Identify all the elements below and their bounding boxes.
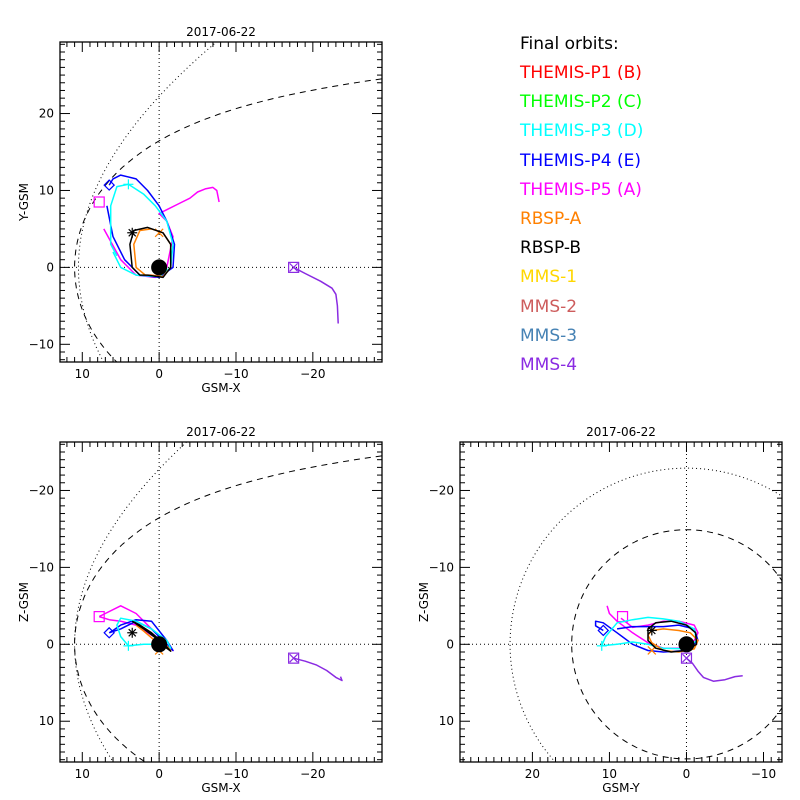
marker-asterisk (646, 625, 657, 636)
legend-entry: MMS-1 (520, 267, 578, 288)
legend-entry: MMS-2 (520, 296, 578, 317)
marker-square (680, 652, 693, 664)
legend: Final orbits: THEMIS-P1 (B) THEMIS-P2 (C)… (520, 30, 643, 380)
y-axis-label: Y-GSM (17, 183, 31, 222)
y-tick-label: 20 (39, 107, 54, 121)
marker-square (288, 261, 300, 273)
bow-shock-line (74, 442, 188, 762)
bow-shock-line (77, 42, 218, 362)
y-tick-label: 0 (46, 637, 54, 651)
x-axis-label: GSM-Y (602, 781, 640, 795)
orbit-mms-4 (293, 266, 339, 324)
marker-square (93, 196, 105, 208)
y-axis-label: Z-GSM (417, 582, 431, 622)
x-tick-label: 0 (155, 367, 163, 381)
chart-title: 2017-06-22 (186, 25, 256, 39)
legend-entry: THEMIS-P4 (E) (520, 150, 641, 171)
plot-area (60, 42, 382, 362)
legend-entry: MMS-4 (520, 354, 578, 375)
legend-entry: THEMIS-P2 (C) (520, 92, 643, 113)
plot-area (460, 442, 782, 762)
orbit-themis-p5-a (606, 605, 699, 649)
y-tick-label: 10 (39, 183, 54, 197)
legend-entry: RBSP-B (520, 238, 582, 259)
magnetopause-line (74, 78, 382, 362)
plot-frame (59, 441, 383, 763)
y-tick-label: −20 (429, 483, 454, 497)
orbit-themis-p4-e (594, 620, 699, 653)
panel-2: 10 0 −10 −20 10 0 −10 −20 2017-06-22 GSM-X Z-GSM (17, 425, 383, 795)
x-tick-label: 0 (155, 767, 163, 781)
earth-marker (151, 636, 168, 653)
legend-title: Final orbits: (520, 34, 619, 54)
earth-marker (151, 259, 168, 276)
legend-entry: RBSP-A (520, 208, 582, 229)
plot-frame (459, 441, 783, 763)
y-tick-label: 10 (439, 714, 454, 728)
y-axis-label: Z-GSM (17, 582, 31, 622)
plot-area (60, 442, 382, 762)
marker-asterisk (127, 627, 138, 638)
y-tick-label: 10 (39, 714, 54, 728)
orbit-rbsp-a (647, 628, 699, 653)
orbit-rbsp-b (129, 226, 172, 279)
y-tick-label: −10 (29, 337, 54, 351)
magnetopause-line (74, 455, 382, 762)
x-axis-label: GSM-X (201, 781, 240, 795)
chart-title: 2017-06-22 (186, 425, 256, 439)
x-tick-label: 0 (683, 767, 691, 781)
marker-diamond (103, 626, 116, 639)
orbit-rbsp-b (131, 620, 172, 652)
x-tick-label: −10 (223, 767, 248, 781)
panel-1: 10 0 −10 −20 −10 0 10 20 2017-06-22 GSM-X Y-GSM (17, 25, 383, 395)
x-tick-label: −20 (300, 767, 325, 781)
marker-diamond (597, 624, 610, 637)
legend-entry: THEMIS-P1 (B) (520, 63, 642, 83)
marker-diamond (103, 179, 116, 191)
x-tick-label: −10 (751, 767, 776, 781)
x-tick-label: −20 (300, 367, 325, 381)
marker-square (93, 611, 105, 623)
x-tick-label: −10 (223, 367, 248, 381)
marker-square (288, 652, 300, 664)
x-axis-label: GSM-X (201, 381, 240, 395)
legend-entry: THEMIS-P3 (D) (520, 121, 644, 142)
chart-title: 2017-06-22 (586, 425, 656, 439)
x-tick-label: 20 (525, 767, 540, 781)
marker-plus (596, 640, 607, 651)
orbit-mms-4 (686, 657, 743, 682)
earth-marker (678, 636, 695, 653)
y-tick-label: 0 (446, 637, 454, 651)
legend-entry: THEMIS-P5 (A) (520, 179, 642, 200)
panel-3: 20 10 0 −10 10 0 −10 −20 2017-06-22 GSM-Y Z-GSM (417, 425, 783, 795)
y-tick-label: −20 (29, 483, 54, 497)
orbit-themis-p3-d (601, 616, 698, 650)
marker-plus (123, 640, 134, 651)
y-tick-label: 0 (46, 260, 54, 274)
marker-asterisk (127, 227, 138, 238)
x-tick-label: 10 (75, 367, 90, 381)
orbit-mms-4 (293, 657, 343, 682)
y-tick-label: −10 (429, 560, 454, 574)
orbit-rbsp-b (647, 620, 698, 653)
legend-entry: MMS-3 (520, 325, 578, 346)
plot-frame (59, 41, 383, 363)
marker-plus (123, 179, 134, 190)
y-tick-label: −10 (29, 560, 54, 574)
x-tick-label: 10 (75, 767, 90, 781)
x-tick-label: 10 (602, 767, 617, 781)
